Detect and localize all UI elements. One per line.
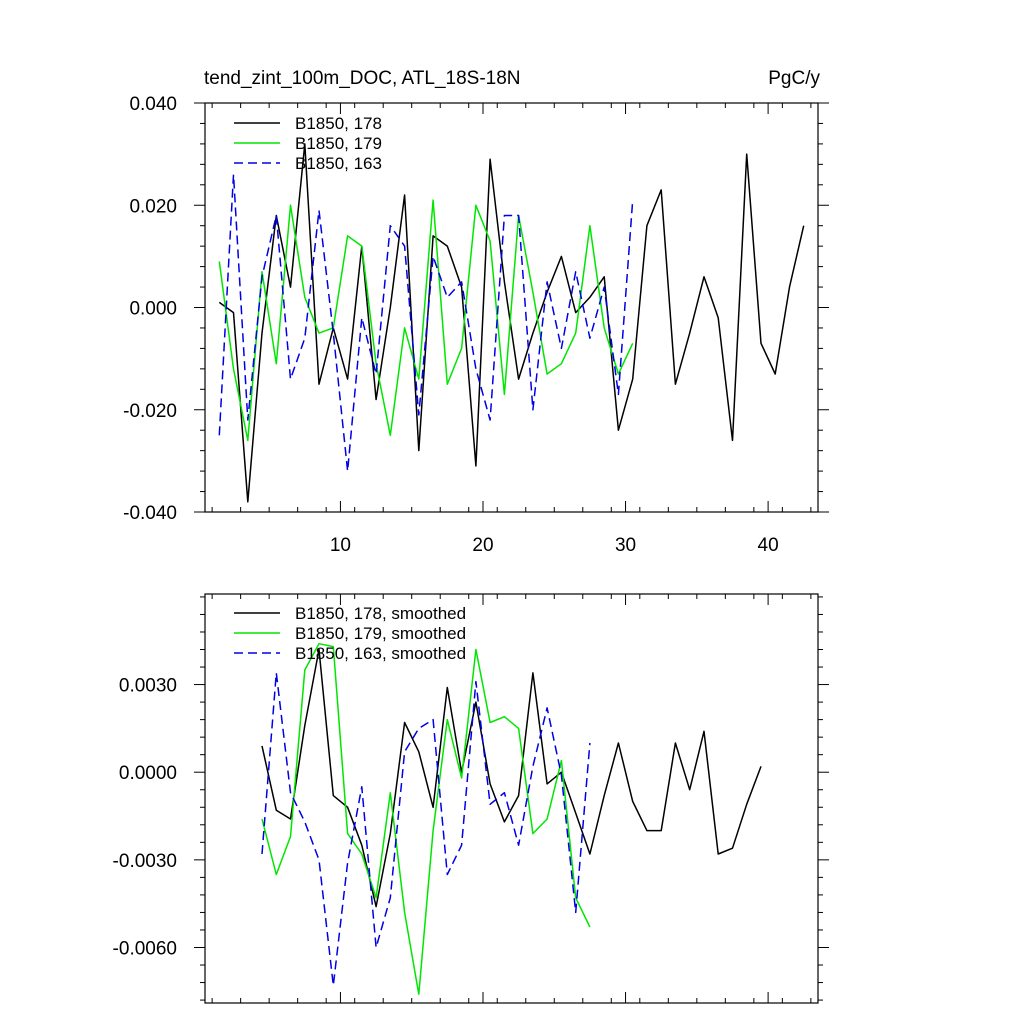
- series-line-3: [261, 672, 591, 987]
- legend-label: B1850, 163: [295, 154, 382, 173]
- top-panel: tend_zint_100m_DOC, ATL_18S-18N PgC/y 10…: [123, 68, 829, 556]
- y-tick-label: -0.0060: [113, 938, 177, 959]
- legend-label: B1850, 163, smoothed: [295, 644, 466, 663]
- top-chart-title: tend_zint_100m_DOC, ATL_18S-18N: [204, 68, 521, 89]
- y-tick-label: 0.040: [129, 94, 177, 115]
- x-tick-label: 40: [758, 535, 779, 556]
- y-tick-label: -0.0030: [113, 851, 177, 872]
- x-tick-label: 10: [330, 535, 351, 556]
- bottom-panel-series: [261, 642, 762, 995]
- legend-label: B1850, 178, smoothed: [295, 604, 466, 623]
- x-tick-label: 20: [472, 535, 493, 556]
- y-tick-label: 0.0030: [119, 676, 177, 697]
- legend-label: B1850, 179: [295, 134, 382, 153]
- series-line-2: [261, 642, 591, 995]
- top-panel-frame: [204, 102, 819, 513]
- series-line-3: [218, 173, 634, 472]
- series-line-1: [218, 143, 805, 503]
- bottom-panel: -0.0060 -0.0030 0.0000 0.0030 B1850, 178, s…: [113, 593, 829, 1004]
- top-panel-ticks: 10 20 30 40 -0.040 -0.020 0.000 0.020 0.040: [123, 94, 829, 556]
- top-panel-series: [218, 143, 805, 503]
- y-tick-label: -0.040: [123, 503, 177, 524]
- bottom-panel-frame: [204, 593, 819, 1004]
- y-tick-label: -0.020: [123, 401, 177, 422]
- legend-label: B1850, 178: [295, 114, 382, 133]
- y-tick-label: 0.000: [129, 299, 177, 320]
- top-chart-units: PgC/y: [768, 68, 820, 89]
- y-tick-label: 0.0000: [119, 763, 177, 784]
- legend-label: B1850, 179, smoothed: [295, 624, 466, 643]
- bottom-panel-ticks: -0.0060 -0.0030 0.0000 0.0030: [113, 594, 829, 1003]
- x-tick-label: 30: [615, 535, 636, 556]
- series-line-2: [218, 199, 634, 442]
- y-tick-label: 0.020: [129, 196, 177, 217]
